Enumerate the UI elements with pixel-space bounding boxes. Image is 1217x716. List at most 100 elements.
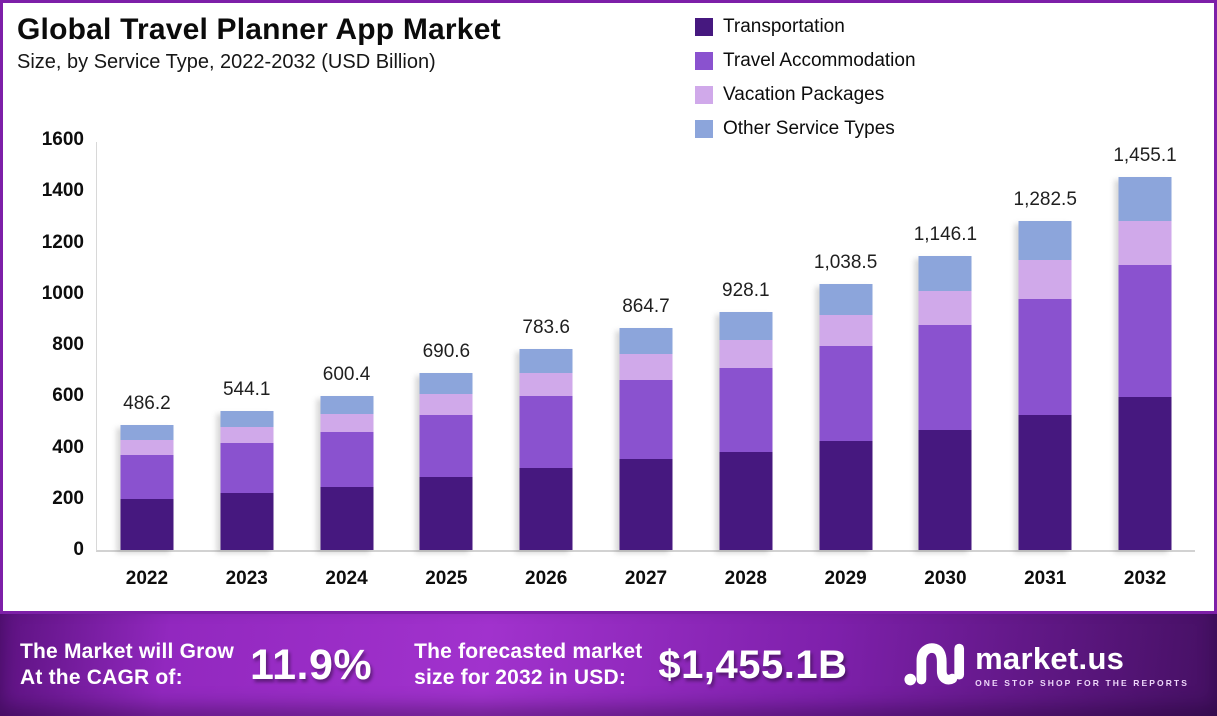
bar-value-label: 1,146.1 bbox=[913, 224, 978, 246]
bar-column: 1,455.1 2032 bbox=[1095, 142, 1195, 589]
bar-segment-travel-accommodation bbox=[819, 346, 873, 441]
y-axis-tick-label: 1200 bbox=[41, 231, 84, 253]
bar-segment-travel-accommodation bbox=[120, 454, 174, 499]
header: Global Travel Planner App Market Size, b… bbox=[17, 13, 501, 74]
bar-column: 1,038.5 2029 bbox=[796, 142, 896, 589]
bar-segment-other-service-types bbox=[120, 425, 174, 440]
bar-segment-travel-accommodation bbox=[220, 443, 274, 493]
legend-item: Travel Accommodation bbox=[695, 50, 916, 72]
legend-label: Vacation Packages bbox=[723, 84, 885, 105]
y-axis-tick-label: 0 bbox=[73, 539, 84, 560]
chart-panel: Global Travel Planner App Market Size, b… bbox=[0, 0, 1217, 614]
logo-mark-icon bbox=[904, 643, 965, 686]
x-axis-label: 2027 bbox=[624, 568, 668, 589]
bar-segment-other-service-types bbox=[619, 328, 673, 355]
bar-segment-vacation-packages bbox=[619, 354, 673, 381]
y-axis-tick-label: 1600 bbox=[41, 129, 84, 150]
bar-segment-other-service-types bbox=[719, 312, 773, 341]
cagr-label: The Market will Grow At the CAGR of: bbox=[20, 639, 234, 692]
bar-stack bbox=[1118, 177, 1172, 550]
bar-stack bbox=[120, 425, 174, 550]
bar-segment-vacation-packages bbox=[320, 414, 374, 433]
legend: Transportation Travel Accommodation Vacati… bbox=[695, 16, 916, 140]
bar-segment-transportation bbox=[1118, 397, 1172, 550]
bar-segment-travel-accommodation bbox=[519, 396, 573, 468]
bar-segment-transportation bbox=[619, 459, 673, 550]
bar-segment-vacation-packages bbox=[819, 315, 873, 347]
bar-segment-other-service-types bbox=[419, 373, 473, 394]
bar-segment-travel-accommodation bbox=[320, 432, 374, 487]
bar-segment-transportation bbox=[419, 477, 473, 550]
bar-segment-other-service-types bbox=[1018, 221, 1072, 260]
bar-segment-transportation bbox=[220, 492, 274, 550]
legend-label: Other Service Types bbox=[723, 118, 895, 139]
bar-value-label: 1,455.1 bbox=[1113, 145, 1177, 167]
brand-name: market.us bbox=[975, 640, 1125, 676]
legend-swatch-icon bbox=[695, 86, 713, 104]
legend-item: Vacation Packages bbox=[695, 84, 916, 106]
forecast-label-line1: The forecasted market bbox=[414, 639, 643, 663]
x-axis-label: 2030 bbox=[924, 568, 967, 589]
bar-segment-transportation bbox=[320, 486, 374, 550]
bar-stack bbox=[1018, 221, 1072, 550]
y-axis-tick-label: 600 bbox=[52, 385, 84, 407]
bar-value-label: 864.7 bbox=[622, 296, 670, 318]
forecast-label-line2: size for 2032 in USD: bbox=[414, 666, 627, 689]
bar-segment-travel-accommodation bbox=[719, 368, 773, 453]
cagr-value: 11.9% bbox=[250, 640, 373, 689]
bar-segment-travel-accommodation bbox=[1118, 264, 1172, 398]
footer-banner: The Market will Grow At the CAGR of: 11.… bbox=[0, 614, 1217, 716]
bar-stack bbox=[719, 312, 773, 550]
cagr-label-line1: The Market will Grow bbox=[20, 639, 235, 663]
bar-segment-vacation-packages bbox=[1018, 259, 1072, 299]
bar-column: 1,146.1 2030 bbox=[896, 142, 996, 589]
y-axis-tick-label: 1400 bbox=[41, 180, 84, 202]
bar-value-label: 1,282.5 bbox=[1013, 189, 1077, 211]
bar-column: 1,282.5 2031 bbox=[995, 142, 1095, 589]
legend-item: Transportation bbox=[695, 16, 916, 38]
legend-label: Transportation bbox=[723, 16, 845, 37]
bar-column: 486.2 2022 bbox=[97, 142, 197, 589]
bar-segment-vacation-packages bbox=[220, 426, 274, 444]
page-subtitle: Size, by Service Type, 2022-2032 (USD Bi… bbox=[17, 50, 436, 73]
forecast-label: The forecasted market size for 2032 in U… bbox=[414, 639, 642, 692]
bar-segment-transportation bbox=[120, 498, 174, 550]
legend-item: Other Service Types bbox=[695, 118, 916, 140]
bar-column: 864.7 2027 bbox=[596, 142, 696, 589]
bar-segment-transportation bbox=[819, 440, 873, 550]
x-axis-label: 2023 bbox=[225, 568, 268, 589]
bar-segment-transportation bbox=[1018, 415, 1072, 550]
x-axis-label: 2029 bbox=[824, 568, 867, 589]
bar-segment-other-service-types bbox=[320, 396, 374, 415]
bar-value-label: 600.4 bbox=[322, 364, 371, 386]
bar-segment-other-service-types bbox=[519, 349, 573, 373]
x-axis-label: 2025 bbox=[425, 568, 468, 589]
bar-segment-other-service-types bbox=[918, 256, 972, 291]
bar-segment-vacation-packages bbox=[719, 340, 773, 369]
bar-segment-vacation-packages bbox=[1118, 220, 1172, 265]
bar-stack bbox=[619, 328, 673, 550]
bar-column: 600.4 2024 bbox=[297, 142, 397, 589]
bar-segment-travel-accommodation bbox=[918, 325, 972, 430]
bar-stack bbox=[918, 256, 972, 550]
bar-segment-transportation bbox=[519, 467, 573, 550]
bar-segment-vacation-packages bbox=[918, 290, 972, 326]
x-axis-label: 2028 bbox=[724, 568, 767, 589]
legend-swatch-icon bbox=[695, 18, 713, 36]
bar-segment-transportation bbox=[719, 452, 773, 550]
x-axis-label: 2024 bbox=[325, 568, 368, 589]
bar-segment-transportation bbox=[918, 429, 972, 550]
page-title: Global Travel Planner App Market bbox=[17, 13, 501, 46]
y-axis-tick-label: 200 bbox=[52, 487, 84, 509]
x-axis-label: 2026 bbox=[525, 568, 568, 589]
bar-stack bbox=[220, 410, 274, 550]
bar-value-label: 1,038.5 bbox=[813, 251, 878, 273]
bar-column: 783.6 2026 bbox=[496, 142, 596, 589]
legend-swatch-icon bbox=[695, 120, 713, 138]
bar-column: 690.6 2025 bbox=[396, 142, 496, 589]
forecast-value: $1,455.1B bbox=[658, 642, 848, 687]
bar-segment-vacation-packages bbox=[120, 440, 174, 455]
x-axis-label: 2031 bbox=[1024, 568, 1067, 589]
bar-segment-other-service-types bbox=[1118, 177, 1172, 221]
